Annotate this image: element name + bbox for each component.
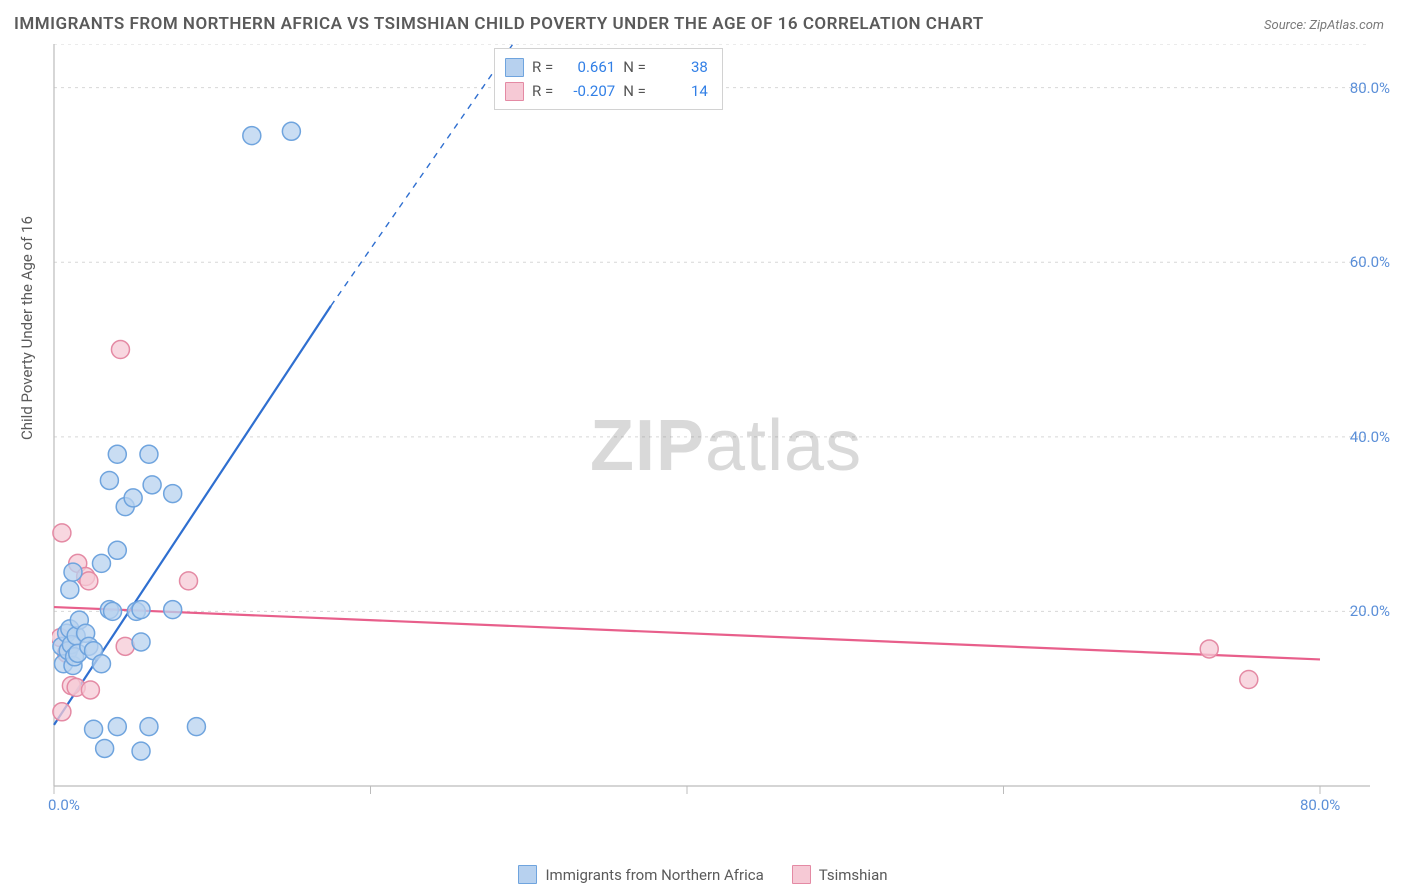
correlation-legend: R = 0.661 N = 38 R = -0.207 N = 14 bbox=[494, 48, 723, 110]
r-label: R = bbox=[532, 55, 553, 79]
legend-label: Immigrants from Northern Africa bbox=[545, 866, 763, 884]
correlation-row: R = -0.207 N = 14 bbox=[505, 79, 708, 103]
swatch-series-b-icon bbox=[505, 82, 524, 101]
x-tick-label: 0.0% bbox=[48, 796, 80, 814]
y-axis-label: Child Poverty Under the Age of 16 bbox=[18, 216, 36, 440]
n-value: 14 bbox=[654, 79, 708, 103]
source-attribution: Source: ZipAtlas.com bbox=[1264, 18, 1384, 33]
y-tick-label: 80.0% bbox=[1350, 79, 1390, 97]
n-value: 38 bbox=[654, 55, 708, 79]
y-tick-label: 60.0% bbox=[1350, 253, 1390, 271]
y-tick-label: 40.0% bbox=[1350, 428, 1390, 446]
swatch-series-a-icon bbox=[518, 865, 537, 884]
r-value: -0.207 bbox=[561, 79, 615, 103]
legend-label: Tsimshian bbox=[819, 866, 888, 884]
r-label: R = bbox=[532, 79, 553, 103]
chart-area bbox=[52, 44, 1372, 822]
swatch-series-a-icon bbox=[505, 58, 524, 77]
r-value: 0.661 bbox=[561, 55, 615, 79]
n-label: N = bbox=[623, 55, 646, 79]
legend-item-series-a: Immigrants from Northern Africa bbox=[518, 865, 763, 884]
swatch-series-b-icon bbox=[792, 865, 811, 884]
n-label: N = bbox=[623, 79, 646, 103]
chart-title: IMMIGRANTS FROM NORTHERN AFRICA VS TSIMS… bbox=[14, 14, 984, 34]
scatter-plot-svg bbox=[52, 44, 1372, 822]
x-axis-legend: Immigrants from Northern Africa Tsimshia… bbox=[0, 865, 1406, 884]
x-tick-label: 80.0% bbox=[1300, 796, 1340, 814]
legend-item-series-b: Tsimshian bbox=[792, 865, 888, 884]
correlation-row: R = 0.661 N = 38 bbox=[505, 55, 708, 79]
y-tick-label: 20.0% bbox=[1350, 602, 1390, 620]
